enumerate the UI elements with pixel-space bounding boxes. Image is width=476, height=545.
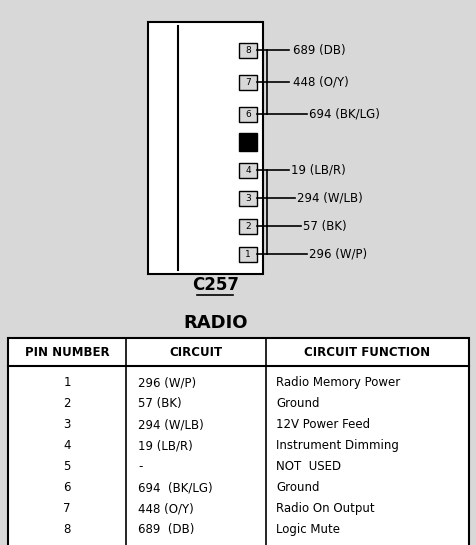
Text: 5: 5 [63, 460, 70, 473]
Text: 2: 2 [245, 221, 250, 231]
Text: Radio On Output: Radio On Output [276, 502, 374, 515]
Bar [238, 246, 257, 262]
Text: 57 (BK): 57 (BK) [302, 220, 346, 233]
Text: 294 (W/LB): 294 (W/LB) [297, 191, 362, 204]
Text: 57 (BK): 57 (BK) [138, 397, 181, 410]
Text: Ground: Ground [276, 397, 319, 410]
Text: 7: 7 [245, 77, 250, 87]
Text: NOT  USED: NOT USED [276, 460, 340, 473]
Text: Logic Mute: Logic Mute [276, 523, 339, 536]
Text: 6: 6 [245, 110, 250, 118]
Text: 694  (BK/LG): 694 (BK/LG) [138, 481, 212, 494]
Text: 8: 8 [245, 45, 250, 54]
Text: Instrument Dimming: Instrument Dimming [276, 439, 398, 452]
Text: 7: 7 [63, 502, 70, 515]
Text: CIRCUIT FUNCTION: CIRCUIT FUNCTION [304, 346, 430, 359]
Bar [238, 191, 257, 205]
Bar [238, 219, 257, 233]
Text: PIN NUMBER: PIN NUMBER [25, 346, 109, 359]
Bar [238, 43, 257, 58]
Text: 1: 1 [63, 376, 70, 389]
Text: -: - [138, 460, 142, 473]
Text: 296 (W/P): 296 (W/P) [138, 376, 196, 389]
Text: Radio Memory Power: Radio Memory Power [276, 376, 399, 389]
Text: 4: 4 [63, 439, 70, 452]
Text: 2: 2 [63, 397, 70, 410]
Text: RADIO: RADIO [183, 314, 247, 332]
Text: Ground: Ground [276, 481, 319, 494]
Bar [8, 338, 468, 545]
Text: 19 (LB/R): 19 (LB/R) [138, 439, 192, 452]
Bar [238, 162, 257, 178]
Bar [238, 75, 257, 89]
Text: 3: 3 [63, 418, 70, 431]
Text: 19 (LB/R): 19 (LB/R) [290, 164, 345, 177]
Text: 4: 4 [245, 166, 250, 174]
Text: C257: C257 [192, 276, 238, 294]
Text: 1: 1 [245, 250, 250, 258]
Text: 689 (DB): 689 (DB) [292, 44, 345, 57]
Text: 689  (DB): 689 (DB) [138, 523, 194, 536]
Bar [238, 133, 257, 151]
Text: 294 (W/LB): 294 (W/LB) [138, 418, 203, 431]
Text: 3: 3 [245, 193, 250, 203]
Text: 694 (BK/LG): 694 (BK/LG) [308, 107, 379, 120]
Text: 12V Power Feed: 12V Power Feed [276, 418, 369, 431]
Text: 448 (O/Y): 448 (O/Y) [292, 76, 348, 88]
Text: 8: 8 [63, 523, 70, 536]
Text: 448 (O/Y): 448 (O/Y) [138, 502, 193, 515]
Bar [148, 22, 262, 274]
Text: 296 (W/P): 296 (W/P) [308, 247, 367, 261]
Text: 6: 6 [63, 481, 70, 494]
Bar [238, 106, 257, 122]
Text: CIRCUIT: CIRCUIT [169, 346, 222, 359]
